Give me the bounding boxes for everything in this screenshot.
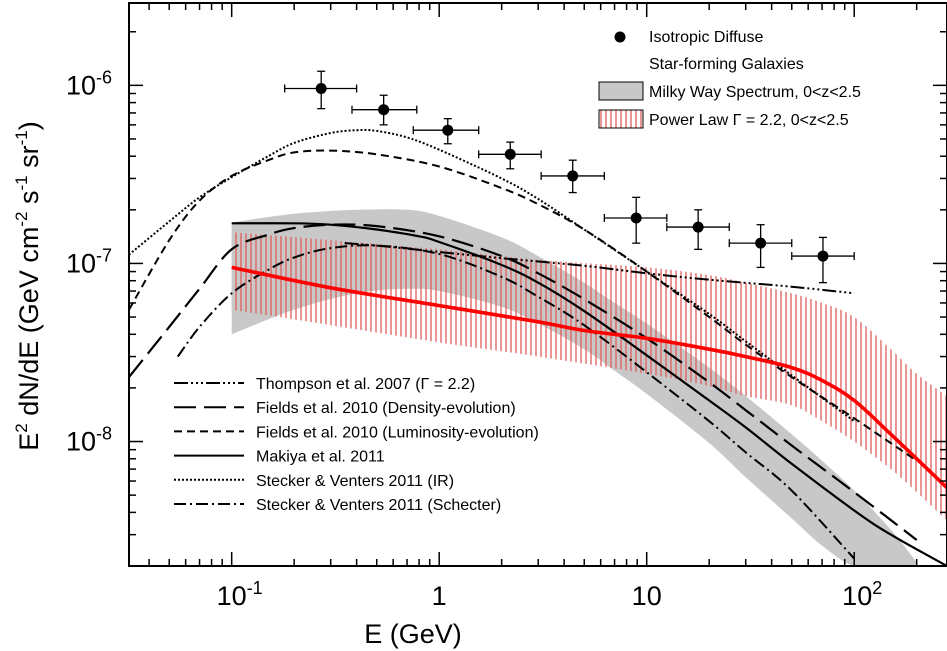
y-tick-label: 10-6 — [66, 67, 112, 100]
legend-bottom-item: Makiya et al. 2011 — [174, 449, 385, 466]
data-marker — [315, 83, 327, 95]
data-marker — [442, 124, 454, 136]
legend-label: Thompson et al. 2007 (Γ = 2.2) — [256, 376, 475, 393]
series-line-stecker-sch — [176, 244, 855, 560]
legend-label: Isotropic Diffuse — [649, 29, 764, 46]
legend-bottom-item: Fields et al. 2010 (Density-evolution) — [174, 400, 516, 417]
series-line-fields-lum — [129, 149, 918, 462]
data-marker — [755, 237, 767, 249]
data-marker — [378, 104, 390, 116]
legend-top-item: Isotropic Diffuse — [614, 29, 764, 46]
series-line-red — [231, 265, 947, 490]
y-tick-label: 10-8 — [66, 424, 112, 457]
data-point — [666, 209, 730, 250]
legend-top-item: Star-forming Galaxies — [649, 56, 804, 73]
series-line-makiya — [231, 222, 947, 566]
x-tick-label: 10-1 — [217, 578, 263, 611]
series-line-thompson — [344, 242, 855, 295]
x-tick-label: 102 — [842, 578, 882, 611]
data-marker — [504, 148, 516, 160]
power-law-band — [231, 232, 947, 521]
x-tick-label: 10 — [632, 581, 662, 611]
legend-bottom-item: Stecker & Venters 2011 (Schecter) — [174, 497, 501, 514]
data-point — [478, 141, 542, 170]
data-point — [728, 224, 793, 269]
data-point — [351, 94, 418, 126]
legend-label: Stecker & Venters 2011 (IR) — [256, 473, 454, 490]
data-point — [284, 70, 358, 110]
legend-bottom-item: Thompson et al. 2007 (Γ = 2.2) — [174, 376, 475, 393]
y-tick-label: 10-7 — [66, 245, 112, 278]
legend-label: Power Law Γ = 2.2, 0<z<2.5 — [649, 112, 849, 129]
data-point — [603, 196, 668, 244]
y-axis-title: E2 dN/dE (GeV cm-2 s-1 sr-1) — [12, 121, 44, 450]
legend-label: Fields et al. 2010 (Density-evolution) — [256, 400, 516, 417]
legend-dot-marker — [614, 31, 626, 43]
legend-bottom-item: Stecker & Venters 2011 (IR) — [174, 473, 454, 490]
data-marker — [567, 170, 579, 182]
legend-label: Stecker & Venters 2011 (Schecter) — [256, 497, 501, 514]
legend-label: Milky Way Spectrum, 0<z<2.5 — [649, 84, 861, 101]
series-line-stecker-ir — [129, 128, 855, 423]
legend-top-item: Milky Way Spectrum, 0<z<2.5 — [598, 81, 861, 101]
legend-label: Fields et al. 2010 (Luminosity-evolution… — [256, 424, 539, 441]
legend-red-swatch — [598, 109, 644, 129]
x-tick-label: 1 — [432, 581, 447, 611]
legend-label: Makiya et al. 2011 — [256, 449, 385, 466]
data-marker — [630, 212, 642, 224]
legend-bottom-item: Fields et al. 2010 (Luminosity-evolution… — [174, 424, 539, 441]
data-point — [412, 118, 480, 145]
data-marker — [817, 250, 829, 262]
data-point — [791, 236, 855, 284]
x-axis-title: E (GeV) — [364, 619, 462, 649]
legend-grey-swatch — [598, 81, 644, 101]
data-marker — [692, 221, 704, 233]
legend-top-item: Power Law Γ = 2.2, 0<z<2.5 — [598, 109, 849, 129]
series-line-fields-density — [129, 223, 918, 541]
milky-way-band — [231, 209, 917, 566]
legend-label: Star-forming Galaxies — [649, 56, 804, 73]
data-point — [540, 159, 605, 194]
